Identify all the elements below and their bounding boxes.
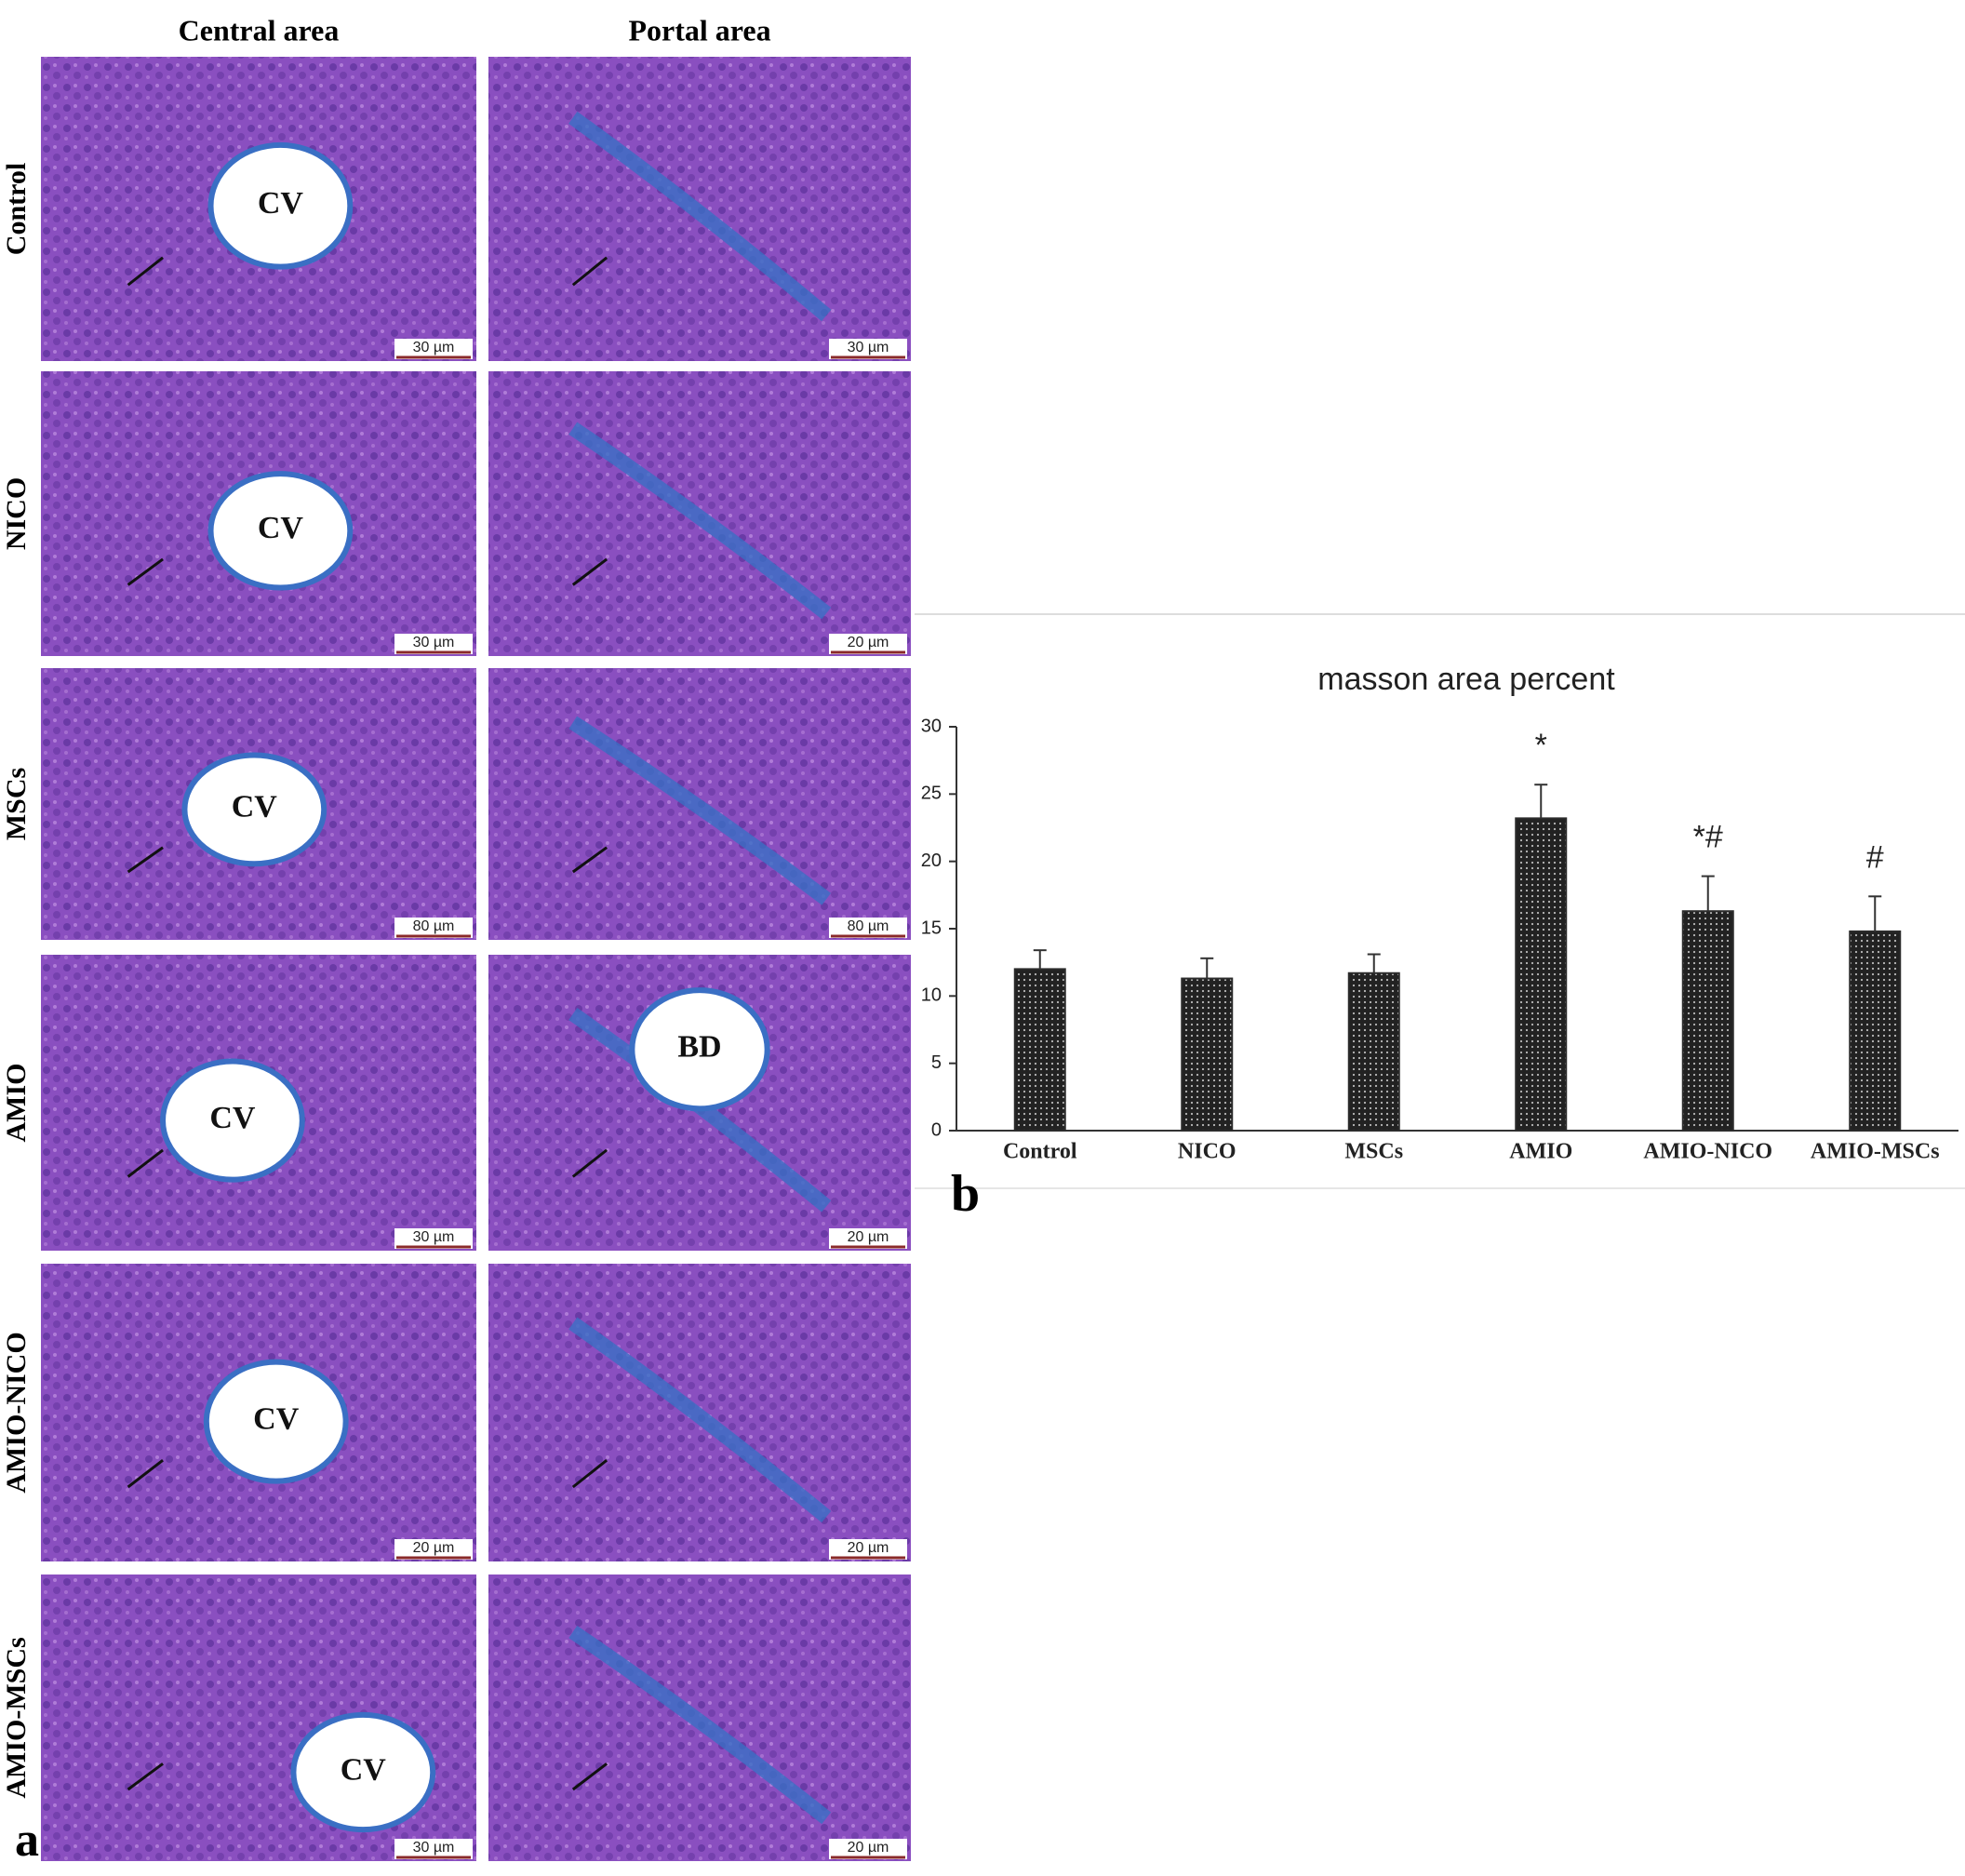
panel-label: b	[951, 1165, 980, 1223]
row-label: NICO	[1, 477, 32, 550]
row-label: AMIO-NICO	[1, 1332, 32, 1493]
scale-box	[829, 1839, 907, 1859]
scale-label: 30 µm	[848, 340, 889, 355]
scale-box	[394, 918, 473, 938]
lumen	[181, 752, 328, 867]
x-tick-label: AMIO-MSCs	[1811, 1140, 1940, 1164]
lumen	[160, 1058, 305, 1183]
row-label: AMIO	[1, 1064, 32, 1143]
y-tick-label: 30	[921, 716, 942, 736]
portal-tract	[568, 1625, 832, 1825]
lumen	[207, 141, 354, 270]
y-tick-label: 0	[931, 1119, 942, 1140]
x-tick-label: MSCs	[1344, 1140, 1403, 1164]
arrow	[571, 846, 608, 874]
arrow	[127, 1148, 164, 1178]
arrow	[127, 846, 164, 874]
scale-box	[829, 1228, 907, 1249]
scale-box	[394, 339, 473, 359]
scale-box	[394, 1839, 473, 1859]
scale-box	[829, 918, 907, 938]
scale-label: 20 µm	[848, 635, 889, 650]
lumen	[207, 471, 354, 591]
scale-label: 20 µm	[848, 1229, 889, 1245]
micrograph-label: CV	[341, 1752, 387, 1787]
bar	[1013, 968, 1066, 1132]
scale-label: 80 µm	[413, 918, 455, 934]
lumen	[629, 987, 770, 1112]
arrow	[571, 1459, 608, 1489]
column-header: Portal area	[628, 13, 770, 47]
micrograph-label: CV	[209, 1101, 256, 1135]
arrow	[571, 1762, 608, 1791]
y-tick-label: 10	[921, 985, 942, 1006]
portal-tract	[568, 111, 832, 322]
bar	[1681, 910, 1734, 1132]
arrow	[127, 1762, 164, 1791]
micrograph-label: CV	[258, 511, 304, 545]
scale-label: 80 µm	[848, 918, 889, 934]
portal-tract	[568, 422, 832, 620]
lumen	[290, 1711, 436, 1833]
row-label: Control	[1, 163, 32, 255]
bar	[1347, 972, 1400, 1132]
portal-tract	[568, 716, 832, 905]
arrow	[127, 1459, 164, 1489]
bar	[1181, 977, 1234, 1132]
chart-title: masson area percent	[1317, 662, 1615, 697]
micrograph-label: CV	[253, 1401, 300, 1436]
scale-label: 30 µm	[413, 1840, 455, 1856]
x-tick-label: Control	[1003, 1140, 1077, 1164]
significance-label: *	[1535, 728, 1547, 763]
x-tick-label: AMIO-NICO	[1643, 1140, 1772, 1164]
row-label: AMIO-MSCs	[1, 1637, 32, 1798]
scale-box	[394, 1539, 473, 1560]
lumen	[203, 1359, 349, 1484]
micrograph	[41, 1574, 476, 1861]
x-tick-label: AMIO	[1509, 1140, 1572, 1164]
scale-box	[829, 1539, 907, 1560]
significance-label: #	[1866, 839, 1884, 875]
scale-label: 20 µm	[848, 1840, 889, 1856]
significance-label: *#	[1693, 820, 1723, 855]
arrow	[127, 557, 164, 586]
x-tick-label: NICO	[1178, 1140, 1236, 1164]
panel-label: a	[15, 1814, 39, 1867]
scale-box	[829, 634, 907, 654]
portal-tract	[568, 1317, 832, 1523]
scale-label: 20 µm	[848, 1540, 889, 1556]
column-header: Central area	[179, 13, 340, 47]
arrow	[571, 557, 608, 586]
micrograph-label: CV	[232, 790, 278, 824]
arrow	[571, 1148, 608, 1178]
micrograph-label: CV	[258, 186, 304, 221]
row-label: MSCs	[1, 768, 32, 840]
scale-box	[394, 1228, 473, 1249]
bar	[1849, 930, 1902, 1132]
scale-label: 30 µm	[413, 1229, 455, 1245]
y-tick-label: 20	[921, 851, 942, 871]
scale-box	[829, 339, 907, 359]
arrow	[127, 256, 164, 287]
scale-label: 20 µm	[413, 1540, 455, 1556]
scale-box	[394, 634, 473, 654]
scale-label: 30 µm	[413, 340, 455, 355]
y-tick-label: 25	[921, 784, 942, 804]
micrograph-label: BD	[677, 1030, 721, 1065]
y-tick-label: 5	[931, 1052, 942, 1073]
y-tick-label: 15	[921, 918, 942, 938]
scale-label: 30 µm	[413, 635, 455, 650]
bar	[1515, 817, 1568, 1132]
arrow	[571, 256, 608, 287]
